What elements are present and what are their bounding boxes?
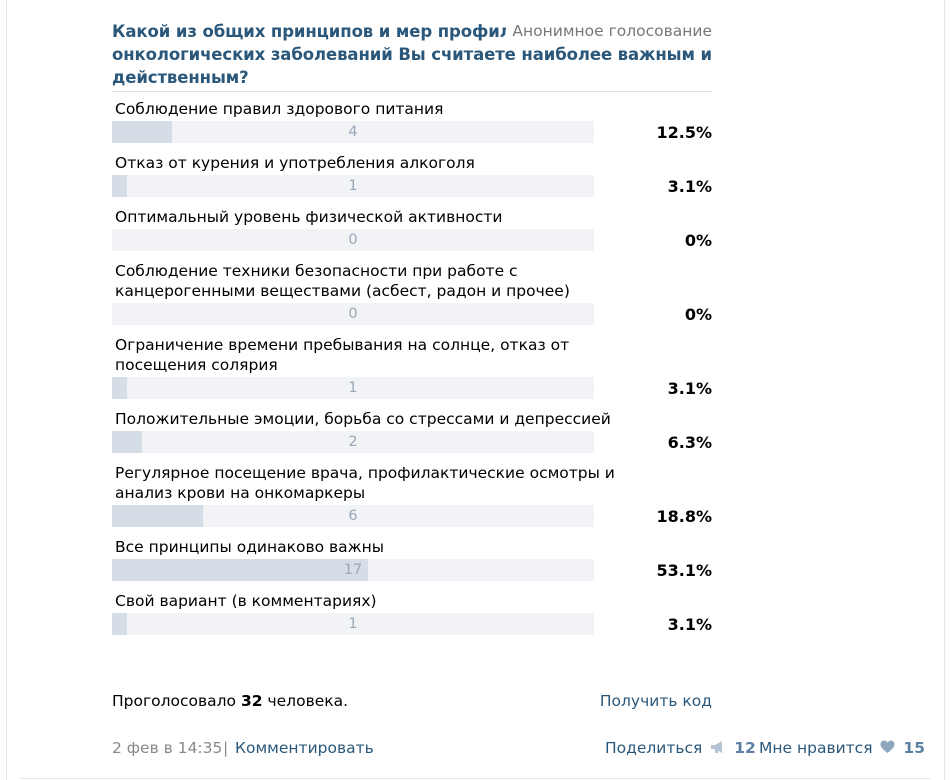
poll-answer: Отказ от курения и употребления алкоголя… <box>112 153 712 197</box>
poll-answer-percent: 3.1% <box>667 379 712 398</box>
poll-answer-count: 1 <box>348 616 358 632</box>
megaphone-icon <box>710 738 726 760</box>
poll-answer-text: Свой вариант (в комментариях) <box>115 592 377 610</box>
post-date[interactable]: 2 фев в 14:35 <box>112 739 223 757</box>
poll-answer-percent: 53.1% <box>656 561 712 580</box>
poll-answer-bar-fill <box>112 505 203 527</box>
poll-answer-row: 1 3.1% <box>112 377 712 399</box>
footer-separator: | <box>223 739 229 757</box>
poll-answer-bar: 0 <box>112 303 594 325</box>
poll-answer: Соблюдение техники безопасности при рабо… <box>112 261 712 325</box>
poll-answer-count: 2 <box>348 434 358 450</box>
poll-answer-count: 4 <box>348 124 358 140</box>
poll-total-suffix: человека. <box>267 692 349 710</box>
poll-answer-bar: 1 <box>112 377 594 399</box>
poll-total-count: 32 <box>240 692 263 710</box>
poll-answer-percent: 6.3% <box>667 433 712 452</box>
poll-answer-row: 0 0% <box>112 229 712 251</box>
share-label: Поделиться <box>605 739 703 757</box>
poll-total-prefix: Проголосовало <box>112 692 237 710</box>
poll-answer: Положительные эмоции, борьба со стрессам… <box>112 409 712 453</box>
poll-answers: Соблюдение правил здорового питания 4 12.5… <box>112 99 712 635</box>
poll-answer-count: 6 <box>348 508 358 524</box>
poll-answer-text: Ограничение времени пребывания на солнце… <box>115 336 570 374</box>
poll-answer-bar: 6 <box>112 505 594 527</box>
poll-answer-text: Положительные эмоции, борьба со стрессам… <box>115 410 611 428</box>
share-count: 12 <box>734 739 756 757</box>
heart-icon <box>880 738 895 760</box>
poll-answer-bar: 17 <box>112 559 594 581</box>
poll-answer-bar: 1 <box>112 175 594 197</box>
poll-answer-bar-fill <box>112 613 127 635</box>
poll-type-label: Анонимное голосование <box>506 20 712 43</box>
comment-link[interactable]: Комментировать <box>235 739 374 757</box>
poll-answer-bar: 4 <box>112 121 594 143</box>
poll-answer-row: 6 18.8% <box>112 505 712 527</box>
get-code-link[interactable]: Получить код <box>599 692 712 710</box>
poll-footer: Проголосовало 32 человека. Получить код <box>112 690 712 712</box>
poll-total: Проголосовало 32 человека. <box>112 690 348 712</box>
poll-answer-count: 0 <box>348 306 358 322</box>
poll-answer-row: 2 6.3% <box>112 431 712 453</box>
poll-answer-row: 1 3.1% <box>112 613 712 635</box>
poll-answer: Все принципы одинаково важны 17 53.1% <box>112 537 712 581</box>
poll-answer-count: 1 <box>348 178 358 194</box>
poll-answer-bar-fill <box>112 175 127 197</box>
poll-answer-percent: 18.8% <box>656 507 712 526</box>
post-divider <box>20 778 930 779</box>
poll-answer-row: 1 3.1% <box>112 175 712 197</box>
poll-answer-text: Все принципы одинаково важны <box>115 538 384 556</box>
poll-answer-count: 1 <box>348 380 358 396</box>
poll-answer-text: Оптимальный уровень физической активност… <box>115 208 503 226</box>
poll-answer-percent: 12.5% <box>656 123 712 142</box>
poll-answer-bar-fill <box>112 121 172 143</box>
poll-answer-bar-fill <box>112 431 142 453</box>
poll-answer-count: 17 <box>343 562 363 578</box>
poll-answer-count: 0 <box>348 232 358 248</box>
poll-answer-bar-fill <box>112 377 127 399</box>
poll-answer-bar: 0 <box>112 229 594 251</box>
poll-answer-row: 0 0% <box>112 303 712 325</box>
poll-answer-bar: 1 <box>112 613 594 635</box>
like-count: 15 <box>903 739 925 757</box>
poll-header: Какой из общих принципов и мер профилакт… <box>112 20 712 92</box>
poll-answer: Соблюдение правил здорового питания 4 12.5… <box>112 99 712 143</box>
poll-answer-percent: 3.1% <box>667 615 712 634</box>
poll-answer: Оптимальный уровень физической активност… <box>112 207 712 251</box>
post-border-left <box>6 0 7 780</box>
post-border-right <box>944 0 945 780</box>
like-button[interactable]: Мне нравится 15 <box>759 737 925 760</box>
poll-answer-percent: 0% <box>684 231 712 250</box>
poll-answer-row: 17 53.1% <box>112 559 712 581</box>
poll-question: Какой из общих принципов и мер профилакт… <box>112 22 712 87</box>
poll-answer-text: Соблюдение правил здорового питания <box>115 100 444 118</box>
poll-answer: Регулярное посещение врача, профилактиче… <box>112 463 712 527</box>
poll-answer-bar-fill <box>112 559 368 581</box>
poll-answer-bar: 2 <box>112 431 594 453</box>
poll-answer: Свой вариант (в комментариях) 1 3.1% <box>112 591 712 635</box>
poll-answer-text: Отказ от курения и употребления алкоголя <box>115 154 475 172</box>
poll-answer-percent: 3.1% <box>667 177 712 196</box>
poll-answer: Ограничение времени пребывания на солнце… <box>112 335 712 399</box>
poll-answer-percent: 0% <box>684 305 712 324</box>
share-button[interactable]: Поделиться 12 <box>605 737 756 760</box>
poll-answer-text: Регулярное посещение врача, профилактиче… <box>115 464 615 502</box>
poll-answer-text: Соблюдение техники безопасности при рабо… <box>115 262 570 300</box>
poll-answer-row: 4 12.5% <box>112 121 712 143</box>
like-label: Мне нравится <box>759 739 873 757</box>
poll: Какой из общих принципов и мер профилакт… <box>112 20 712 645</box>
post-footer: 2 фев в 14:35 | Комментировать Поделитьс… <box>112 737 925 760</box>
